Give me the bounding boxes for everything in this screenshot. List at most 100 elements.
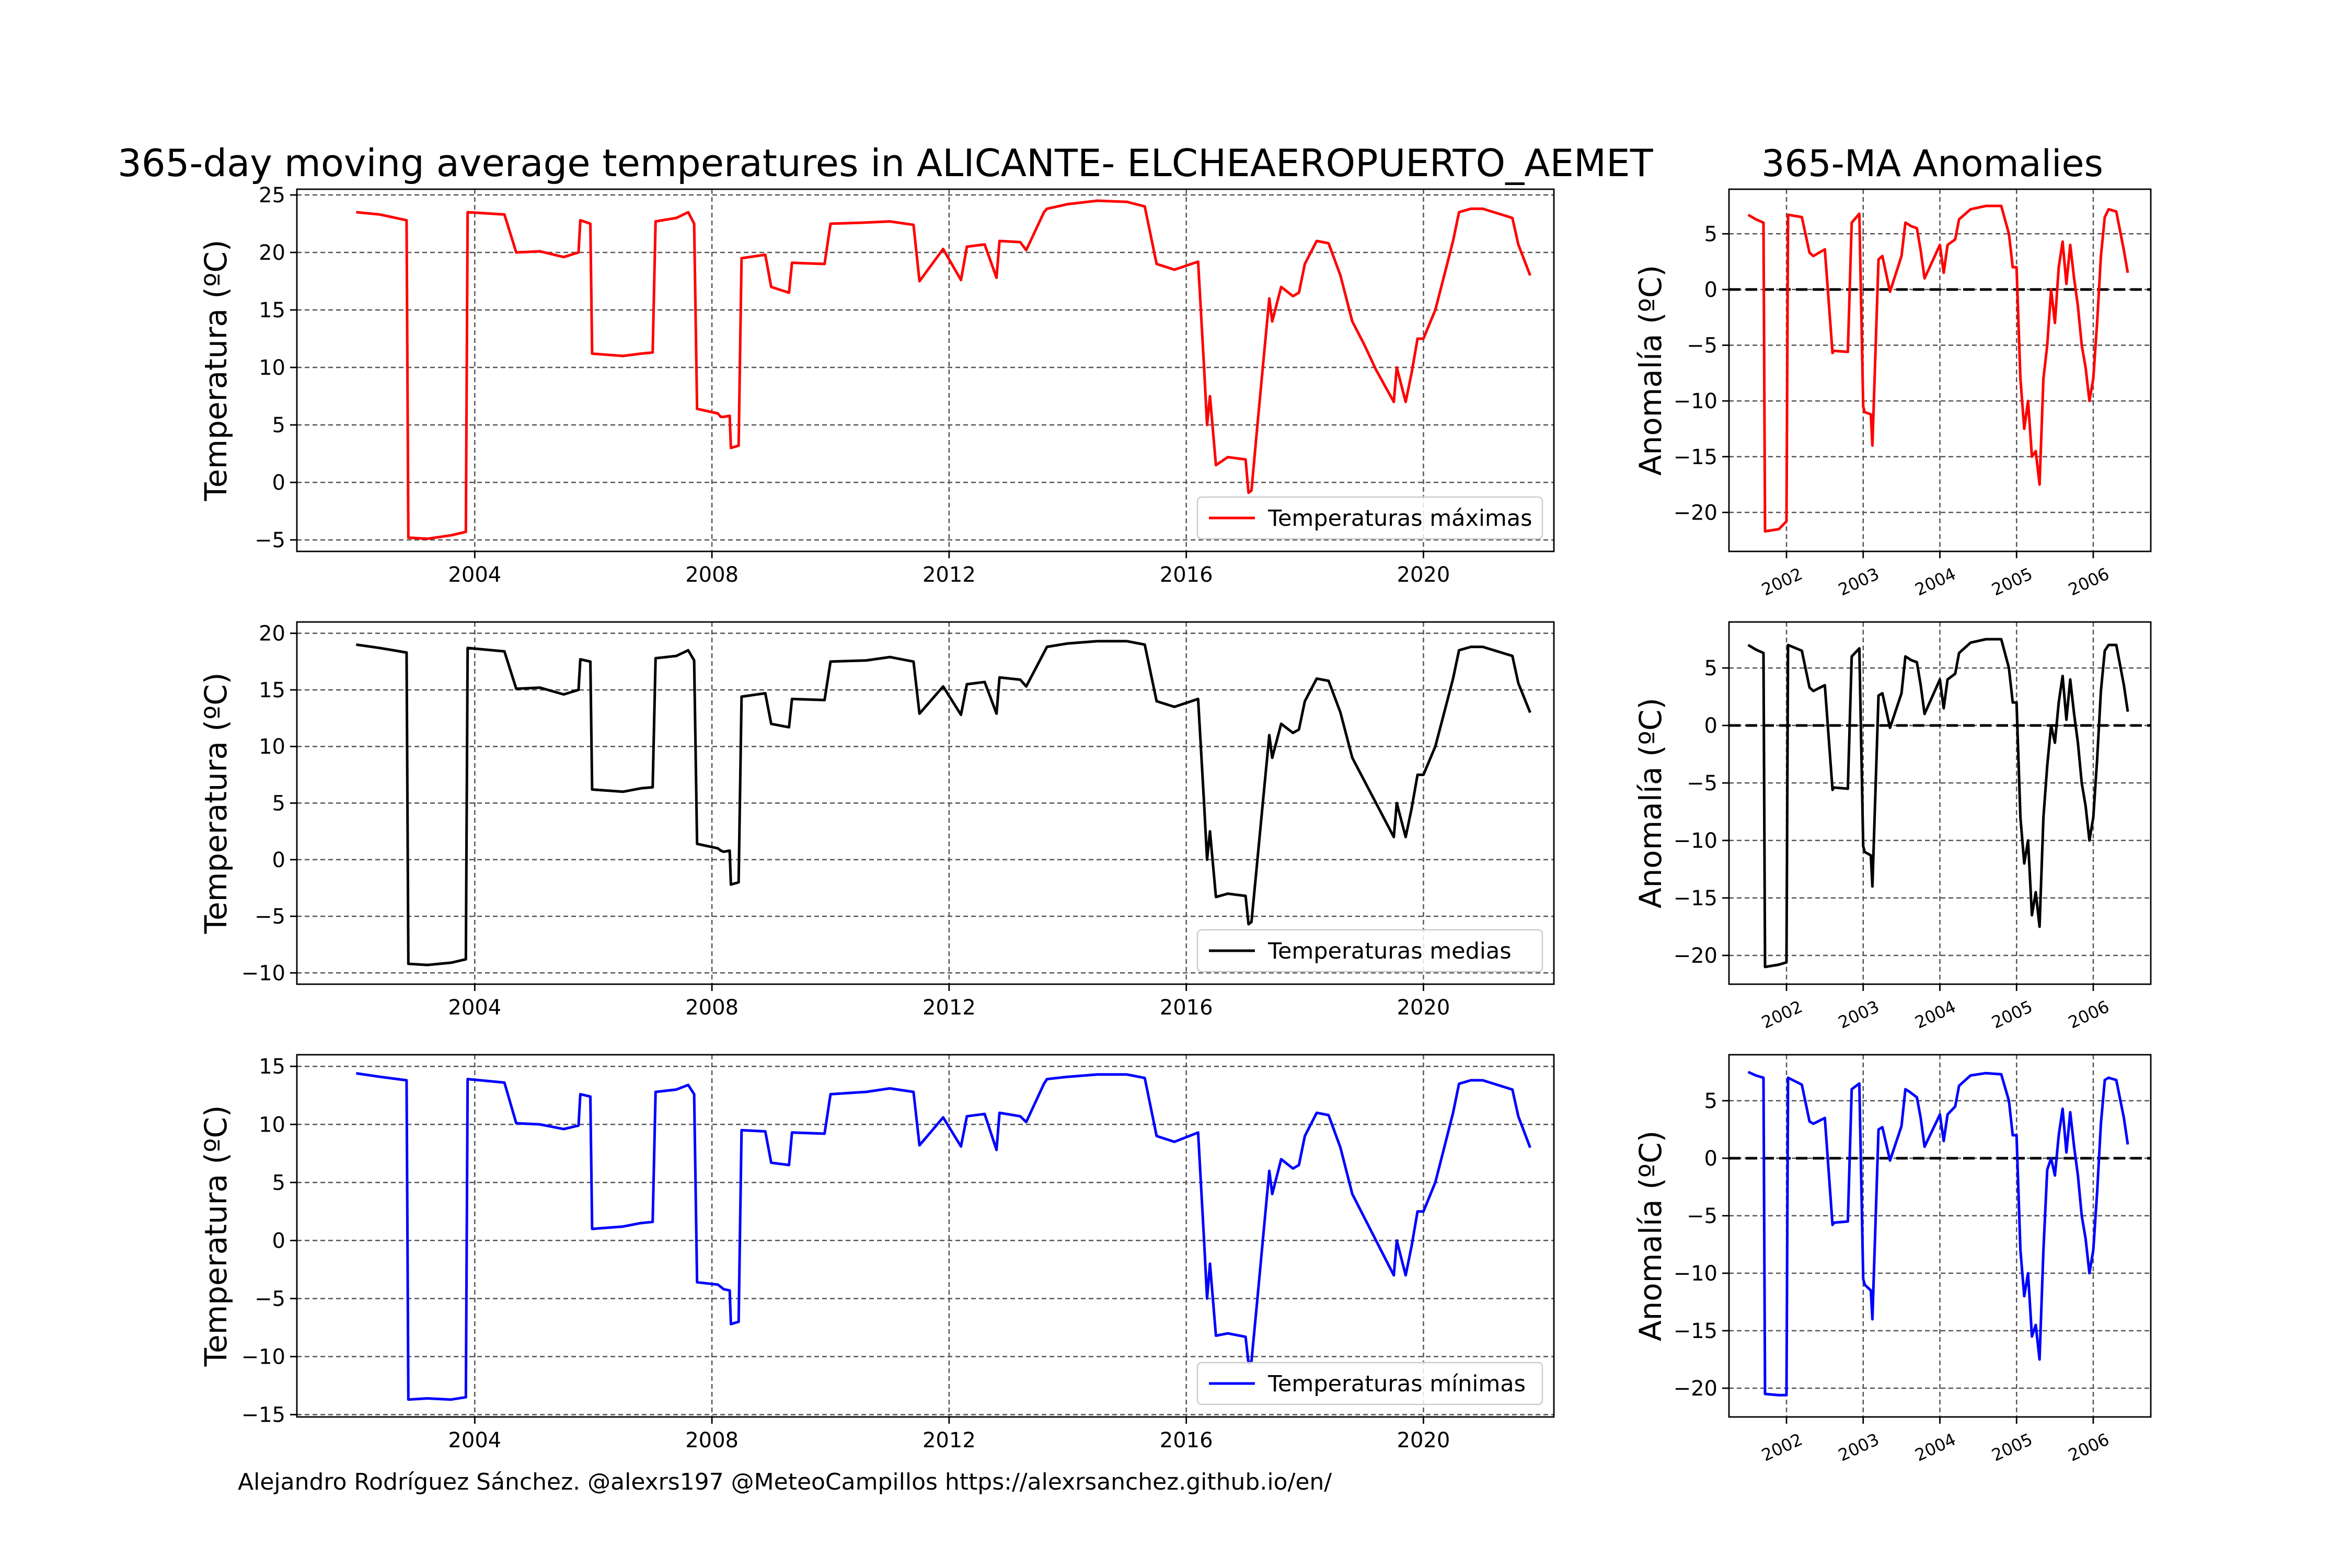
y-tick-label: −15 [1674, 445, 1717, 469]
y-tick-label: 15 [259, 678, 285, 702]
y-tick-label: −5 [255, 905, 285, 929]
legend: Temperaturas medias [1196, 929, 1543, 973]
y-tick-label: −10 [1674, 1262, 1717, 1286]
y-axis-label: Anomalía (ºC) [1633, 265, 1668, 476]
x-tick-label: 2006 [2065, 997, 2112, 1033]
x-tick-label: 2006 [2065, 564, 2112, 600]
y-tick-label: 5 [1704, 656, 1717, 681]
legend-label: Temperaturas medias [1267, 938, 1512, 964]
y-tick-label: −10 [1674, 389, 1717, 413]
y-tick-label: −15 [1674, 1319, 1717, 1343]
y-tick-label: 0 [272, 1229, 285, 1253]
y-tick-label: −20 [1674, 501, 1717, 525]
x-tick-label: 2002 [1758, 564, 1805, 600]
x-tick-label: 2005 [1989, 997, 2036, 1033]
x-tick-label: 2008 [685, 563, 739, 587]
y-tick-label: 10 [259, 356, 285, 380]
y-tick-label: 15 [259, 298, 285, 322]
legend-box [1196, 929, 1543, 973]
y-tick-label: −5 [1687, 334, 1717, 358]
y-axis-label: Temperatura (ºC) [198, 1105, 234, 1367]
y-axis-label: Anomalía (ºC) [1633, 698, 1668, 908]
y-tick-label: −5 [1687, 771, 1717, 795]
x-tick-label: 2004 [448, 563, 501, 587]
x-tick-label: 2004 [1912, 564, 1959, 600]
y-tick-label: −5 [1687, 1204, 1717, 1228]
series-line [356, 1072, 1531, 1401]
y-tick-label: 5 [1704, 1089, 1717, 1113]
y-axis-label: Temperatura (ºC) [198, 672, 234, 934]
y-tick-label: 25 [259, 183, 285, 207]
chart-panel-3: −15 −10 −5 0 5 10 15 2004 2008 2012 2016 2020 Temper… [198, 1054, 1555, 1452]
series-line [1747, 1070, 2129, 1397]
y-tick-label: 5 [272, 413, 285, 437]
y-tick-label: 10 [259, 1113, 285, 1137]
y-tick-label: 0 [272, 471, 285, 495]
x-tick-label: 2003 [1835, 564, 1882, 600]
y-tick-label: 20 [259, 622, 285, 646]
x-tick-label: 2008 [685, 996, 739, 1020]
x-tick-label: 2003 [1835, 997, 1882, 1033]
x-tick-label: 2012 [923, 563, 976, 587]
x-tick-label: 2016 [1160, 1428, 1213, 1452]
series-line [1747, 204, 2129, 533]
y-tick-label: 15 [259, 1055, 285, 1079]
chart-panels: −5 0 5 10 15 20 25 2004 2008 2012 2016 2020 Temperat… [198, 183, 2152, 1466]
y-tick-label: 10 [259, 735, 285, 759]
anomaly-title: 365-MA Anomalies [1761, 142, 2103, 185]
legend-label: Temperaturas máximas [1267, 505, 1532, 532]
x-tick-label: 2012 [923, 996, 976, 1020]
chart-panel-2: −10 −5 0 5 10 15 20 2004 2008 2012 2016 2020 Tempera… [198, 621, 1555, 1020]
y-tick-label: 0 [1704, 278, 1717, 302]
y-tick-label: 5 [272, 1171, 285, 1195]
y-tick-label: −15 [1674, 886, 1717, 910]
y-axis-label: Anomalía (ºC) [1633, 1131, 1668, 1341]
y-tick-label: 20 [259, 241, 285, 265]
x-tick-label: 2003 [1835, 1429, 1882, 1466]
page-title: 365-day moving average temperatures in A… [118, 141, 1654, 185]
y-tick-label: −5 [255, 528, 285, 552]
series-line [356, 640, 1531, 966]
footer-credit: Alejandro Rodríguez Sánchez. @alexrs197 … [238, 1469, 1332, 1495]
x-tick-label: 2004 [1912, 997, 1959, 1033]
y-tick-label: −20 [1674, 1377, 1717, 1401]
legend-box [1196, 1362, 1543, 1405]
chart-panel-5: −20 −15 −10 −5 0 5 2002 2003 2004 2005 2006 Anomalí… [1633, 621, 2152, 1033]
y-tick-label: −5 [255, 1287, 285, 1311]
x-tick-label: 2020 [1397, 996, 1450, 1020]
x-tick-label: 2004 [448, 1428, 501, 1452]
y-tick-label: −10 [1674, 829, 1717, 853]
x-tick-label: 2005 [1989, 564, 2036, 600]
y-tick-label: −10 [241, 1345, 285, 1369]
x-tick-label: 2008 [685, 1428, 739, 1452]
legend: Temperaturas mínimas [1196, 1362, 1543, 1405]
y-tick-label: 0 [1704, 714, 1717, 738]
x-tick-label: 2004 [1912, 1429, 1959, 1466]
plot-frame [296, 188, 1555, 552]
chart-panel-4: −20 −15 −10 −5 0 5 2002 2003 2004 2005 2006 Anomalí… [1633, 188, 2152, 600]
y-tick-label: −10 [241, 961, 285, 985]
y-tick-label: 0 [1704, 1147, 1717, 1171]
y-tick-label: 0 [272, 848, 285, 872]
y-tick-label: 5 [1704, 222, 1717, 246]
legend-label: Temperaturas mínimas [1267, 1371, 1526, 1397]
y-axis-label: Temperatura (ºC) [198, 239, 234, 501]
y-tick-label: −20 [1674, 944, 1717, 968]
chart-panel-1: −5 0 5 10 15 20 25 2004 2008 2012 2016 2020 Temperat… [198, 183, 1555, 587]
y-tick-label: 5 [272, 792, 285, 816]
series-line [1747, 638, 2129, 969]
series-line [356, 199, 1531, 540]
x-tick-label: 2004 [448, 996, 501, 1020]
x-tick-label: 2020 [1397, 563, 1450, 587]
chart-panel-6: −20 −15 −10 −5 0 5 2002 2003 2004 2005 2006 Anomalí… [1633, 1054, 2152, 1466]
x-tick-label: 2016 [1160, 563, 1213, 587]
x-tick-label: 2020 [1397, 1428, 1450, 1452]
legend-box [1196, 496, 1543, 540]
legend: Temperaturas máximas [1196, 496, 1543, 540]
x-tick-label: 2016 [1160, 996, 1213, 1020]
x-tick-label: 2006 [2065, 1429, 2112, 1466]
x-tick-label: 2002 [1758, 997, 1805, 1033]
x-tick-label: 2002 [1758, 1429, 1805, 1466]
x-tick-label: 2005 [1989, 1429, 2036, 1466]
